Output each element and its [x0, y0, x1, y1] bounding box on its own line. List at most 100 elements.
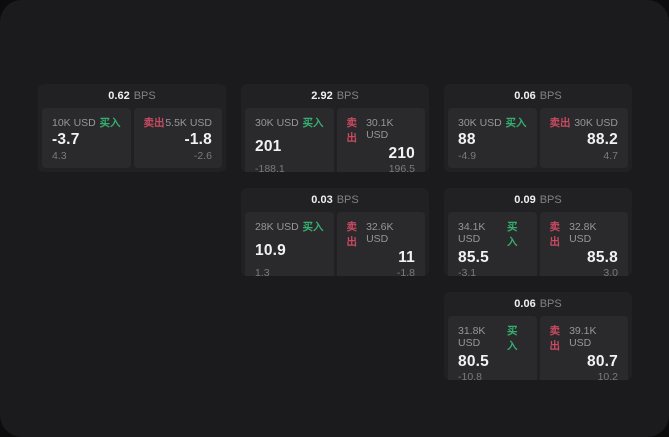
buy-sub-value: -10.8 [458, 371, 482, 380]
sell-amount-label: 5.5K USD [165, 117, 212, 129]
buy-sub-value: -3.1 [458, 267, 477, 276]
quote-card[interactable]: 0.62 BPS 10K USD 买入 -3.7 4.3 卖出 [38, 84, 226, 172]
sell-amount-label: 32.6K USD [366, 221, 394, 245]
sell-panel[interactable]: 卖出 30K USD 88.2 4.7 [539, 108, 628, 168]
buy-panel[interactable]: 30K USD 买入 88 -4.9 [448, 108, 537, 168]
buy-side-tag: 买入 [506, 325, 518, 352]
sell-panel[interactable]: 卖出 39.1K USD 80.7 10.2 [539, 316, 628, 380]
buy-panel[interactable]: 30K USD 买入 201 -188.1 [245, 108, 334, 172]
quote-card[interactable]: 0.09 BPS 34.1K USD 买入 85.5 -3.1 卖出 [444, 188, 632, 276]
sell-panel-header: 卖出 32.6K USD [347, 219, 416, 249]
buy-amount-label: 31.8K USD [458, 325, 486, 349]
sell-sub-value: -1.8 [396, 267, 415, 276]
buy-main-value: 85.5 [458, 249, 489, 266]
buy-amount-label: 30K USD [458, 117, 502, 129]
sell-side-tag: 卖出 [143, 117, 165, 129]
card-body: 31.8K USD 买入 80.5 -10.8 卖出 39.1K USD 80.… [444, 316, 632, 380]
buy-amount-label: 28K USD [255, 221, 299, 233]
sell-sub-value: 4.7 [603, 150, 618, 162]
sell-side-tag: 卖出 [549, 117, 571, 129]
sell-amount-label: 32.8K USD [569, 221, 597, 245]
sell-sub-value: -2.6 [193, 150, 212, 162]
sell-sub-value: 3.0 [603, 267, 618, 276]
buy-panel[interactable]: 31.8K USD 买入 80.5 -10.8 [448, 316, 537, 380]
sell-panel[interactable]: 卖出 32.6K USD 11 -1.8 [336, 212, 425, 276]
sell-main-value: 85.8 [587, 249, 618, 266]
card-header: 0.09 BPS [444, 188, 632, 212]
buy-main-value: 10.9 [255, 241, 286, 259]
buy-side-tag: 买入 [99, 117, 121, 129]
buy-panel[interactable]: 34.1K USD 买入 85.5 -3.1 [448, 212, 537, 276]
sell-amount-label: 30K USD [574, 117, 618, 129]
buy-side-tag: 买入 [302, 117, 324, 129]
buy-panel-header: 30K USD 买入 [255, 115, 324, 130]
buy-panel-header: 31.8K USD 买入 [458, 323, 527, 353]
buy-amount-label: 10K USD [52, 117, 96, 129]
buy-sub-value: 1.3 [255, 267, 270, 276]
card-body: 34.1K USD 买入 85.5 -3.1 卖出 32.8K USD 85.8… [444, 212, 632, 276]
bps-unit-label: BPS [539, 90, 562, 102]
buy-panel-header: 34.1K USD 买入 [458, 219, 527, 249]
buy-sub-value: 4.3 [52, 150, 67, 162]
card-header: 0.62 BPS [38, 84, 226, 108]
quote-card-grid: 0.62 BPS 10K USD 买入 -3.7 4.3 卖出 [38, 84, 632, 380]
buy-panel[interactable]: 28K USD 买入 10.9 1.3 [245, 212, 334, 276]
quote-card[interactable]: 0.06 BPS 31.8K USD 买入 80.5 -10.8 卖 [444, 292, 632, 380]
card-body: 10K USD 买入 -3.7 4.3 卖出 5.5K USD -1.8 -2.… [38, 108, 226, 172]
buy-panel-header: 10K USD 买入 [52, 115, 121, 130]
bps-value: 0.09 [514, 194, 536, 206]
sell-main-value: 88.2 [587, 131, 618, 148]
buy-side-tag: 买入 [505, 117, 527, 129]
sell-main-value: -1.8 [184, 131, 212, 148]
buy-side-tag: 买入 [302, 221, 324, 233]
card-body: 30K USD 买入 88 -4.9 卖出 30K USD 88.2 4.7 [444, 108, 632, 172]
bps-unit-label: BPS [133, 90, 156, 102]
sell-sub-value: 196.5 [388, 163, 415, 172]
bps-value: 2.92 [311, 90, 333, 102]
card-header: 0.03 BPS [241, 188, 429, 212]
buy-main-value: 88 [458, 131, 476, 148]
sell-sub-value: 10.2 [597, 371, 618, 380]
sell-panel-header: 卖出 5.5K USD [144, 115, 213, 130]
buy-panel-header: 28K USD 买入 [255, 219, 324, 234]
buy-amount-label: 34.1K USD [458, 221, 486, 245]
card-body: 28K USD 买入 10.9 1.3 卖出 32.6K USD 11 -1.8 [241, 212, 429, 276]
bps-unit-label: BPS [539, 194, 562, 206]
buy-amount-label: 30K USD [255, 117, 299, 129]
bps-value: 0.62 [108, 90, 130, 102]
sell-side-tag: 卖出 [549, 325, 561, 352]
bps-value: 0.06 [514, 90, 536, 102]
sell-panel[interactable]: 卖出 30.1K USD 210 196.5 [336, 108, 425, 172]
sell-panel-header: 卖出 32.8K USD [550, 219, 619, 249]
bps-unit-label: BPS [336, 90, 359, 102]
buy-panel-header: 30K USD 买入 [458, 115, 527, 130]
sell-panel[interactable]: 卖出 5.5K USD -1.8 -2.6 [133, 108, 222, 168]
buy-sub-value: -4.9 [458, 150, 477, 162]
sell-main-value: 80.7 [587, 353, 618, 370]
card-body: 30K USD 买入 201 -188.1 卖出 30.1K USD 210 1… [241, 108, 429, 172]
bps-value: 0.06 [514, 298, 536, 310]
sell-panel-header: 卖出 30K USD [550, 115, 619, 130]
sell-panel-header: 卖出 30.1K USD [347, 115, 416, 145]
sell-main-value: 210 [388, 145, 415, 162]
quote-card[interactable]: 0.06 BPS 30K USD 买入 88 -4.9 卖出 [444, 84, 632, 172]
sell-side-tag: 卖出 [346, 221, 358, 248]
buy-side-tag: 买入 [506, 221, 518, 248]
card-header: 0.06 BPS [444, 292, 632, 316]
buy-sub-value: -188.1 [255, 163, 285, 172]
quote-card[interactable]: 0.03 BPS 28K USD 买入 10.9 1.3 卖出 [241, 188, 429, 276]
sell-amount-label: 39.1K USD [569, 325, 597, 349]
sell-side-tag: 卖出 [346, 117, 358, 144]
buy-panel[interactable]: 10K USD 买入 -3.7 4.3 [42, 108, 131, 168]
quote-card[interactable]: 2.92 BPS 30K USD 买入 201 -188.1 卖出 [241, 84, 429, 172]
bps-unit-label: BPS [539, 298, 562, 310]
sell-panel[interactable]: 卖出 32.8K USD 85.8 3.0 [539, 212, 628, 276]
sell-amount-label: 30.1K USD [366, 117, 394, 141]
sell-main-value: 11 [398, 249, 415, 266]
sell-side-tag: 卖出 [549, 221, 561, 248]
card-header: 0.06 BPS [444, 84, 632, 108]
bps-value: 0.03 [311, 194, 333, 206]
buy-main-value: 201 [255, 137, 282, 155]
